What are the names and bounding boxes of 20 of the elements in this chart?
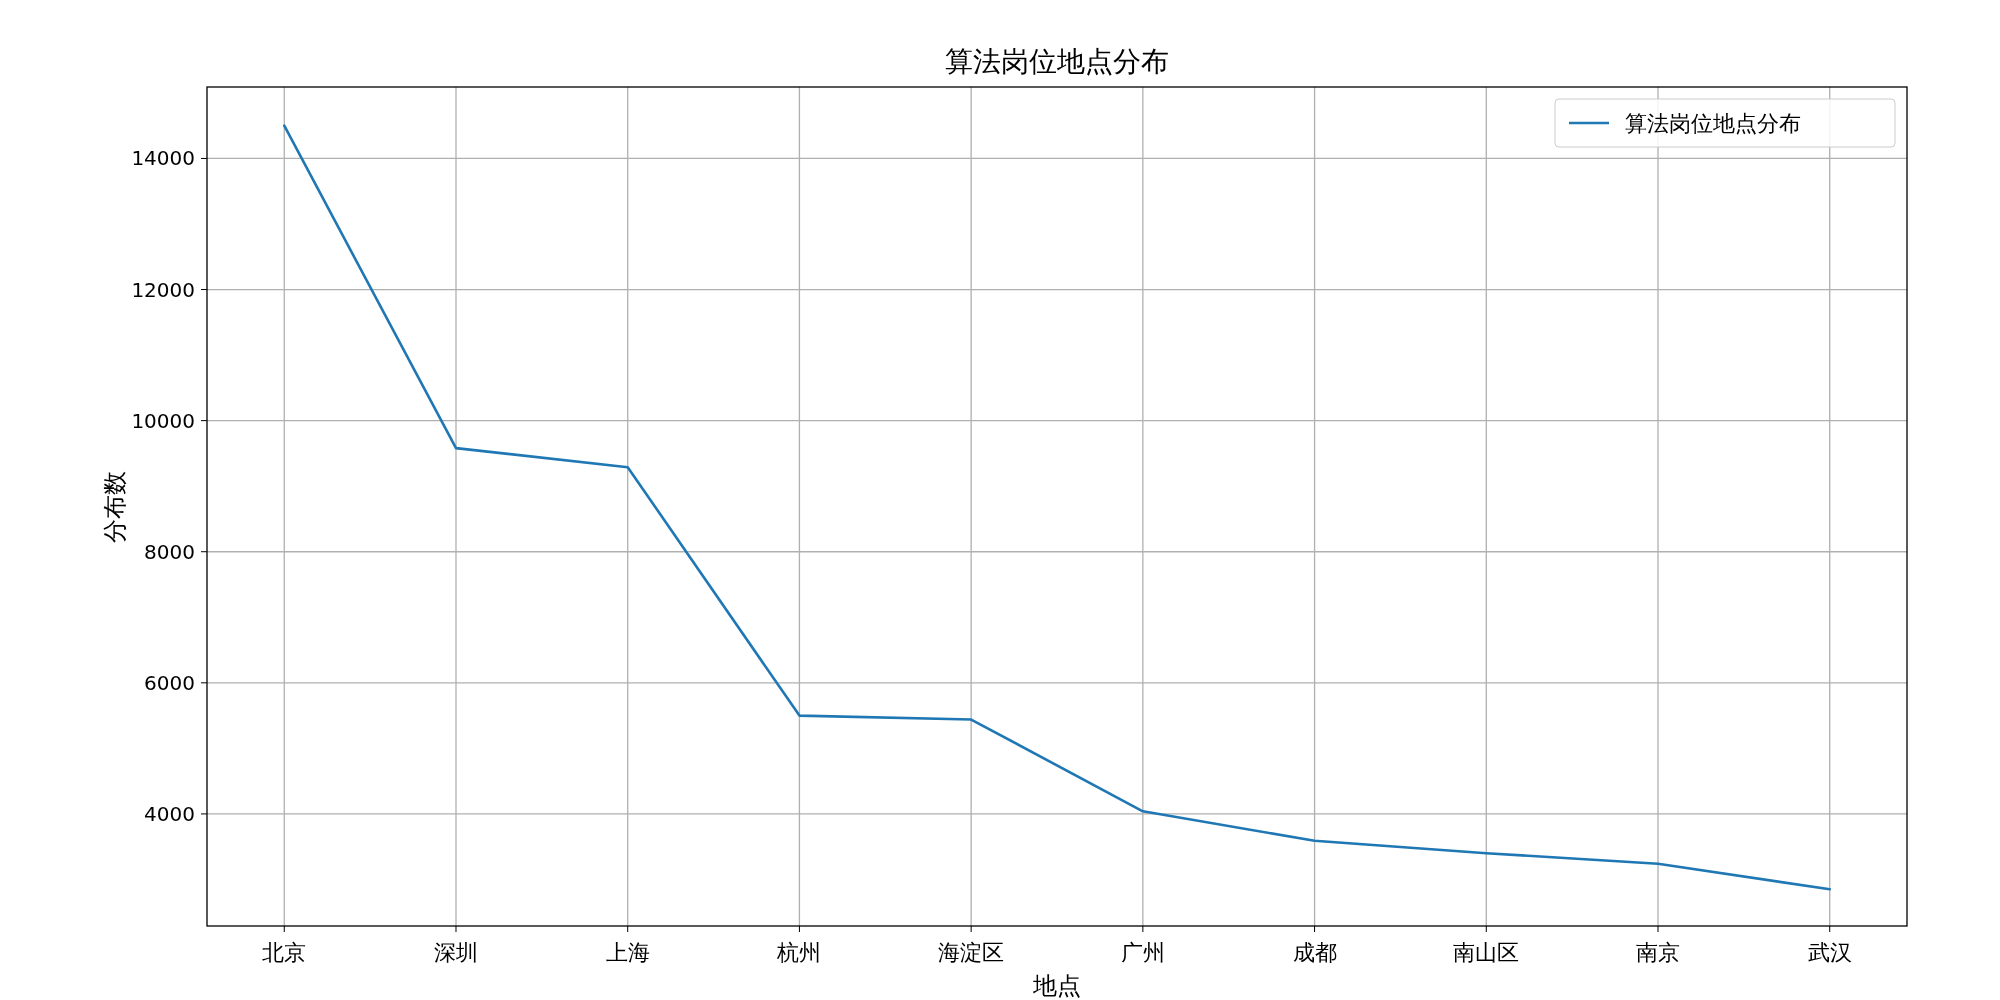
chart-title: 算法岗位地点分布: [945, 45, 1169, 78]
x-tick-label: 广州: [1120, 940, 1165, 965]
x-tick-label: 南山区: [1453, 940, 1520, 965]
x-tick-label: 武汉: [1807, 940, 1852, 965]
x-tick-label: 海淀区: [938, 940, 1005, 965]
y-tick-label: 4000: [144, 801, 195, 826]
x-tick-label: 南京: [1636, 940, 1681, 965]
y-tick-label: 10000: [131, 408, 195, 433]
x-tick-label: 上海: [605, 940, 650, 965]
y-tick-label: 12000: [131, 277, 195, 302]
x-tick-label: 成都: [1292, 940, 1337, 965]
y-tick-label: 8000: [144, 539, 195, 564]
y-axis-title: 分布数: [101, 470, 129, 543]
x-tick-label: 北京: [262, 940, 307, 965]
legend-label: 算法岗位地点分布: [1625, 110, 1801, 136]
x-axis-title: 地点: [1032, 972, 1081, 1000]
x-tick-label: 杭州: [776, 940, 822, 965]
x-tick-label: 深圳: [433, 940, 478, 965]
y-tick-label: 14000: [131, 146, 195, 171]
y-tick-label: 6000: [144, 670, 195, 695]
